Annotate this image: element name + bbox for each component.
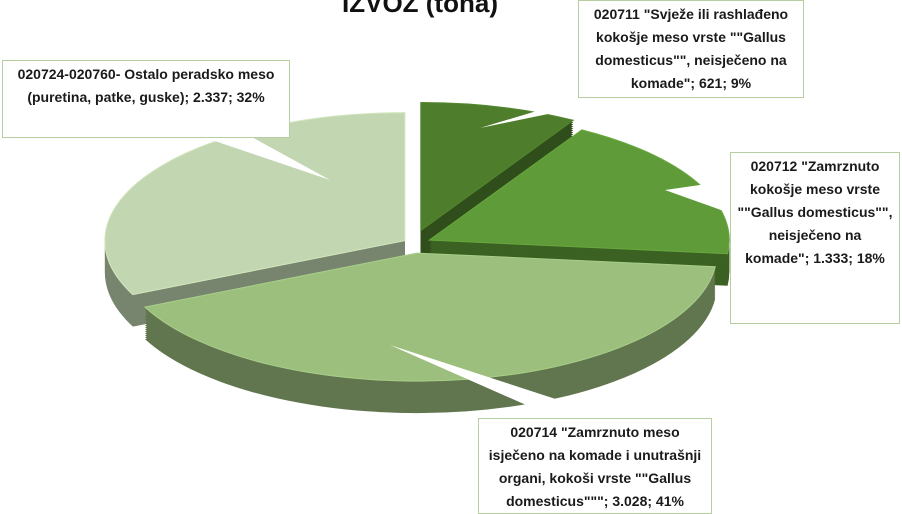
slice	[104, 112, 406, 296]
slice	[420, 102, 575, 232]
callout-pointer	[480, 95, 640, 128]
data-label: 020714 "Zamrznuto meso isječeno na komad…	[478, 418, 712, 514]
data-label: 020712 "Zamrznuto kokošje meso vrste ""G…	[730, 152, 900, 324]
callouts	[200, 95, 735, 420]
pie	[104, 102, 730, 414]
slice	[427, 129, 730, 255]
slice	[143, 252, 716, 382]
callout-pointer	[390, 345, 620, 420]
chart-title: IZVOZ (tona)	[342, 0, 498, 18]
data-label: 020711 "Svježe ili rashlađeno kokošje me…	[578, 0, 804, 98]
callout-pointer	[200, 136, 330, 180]
callout-pointer	[665, 180, 735, 215]
data-label: 020724-020760- Ostalo peradsko meso (pur…	[2, 60, 290, 138]
